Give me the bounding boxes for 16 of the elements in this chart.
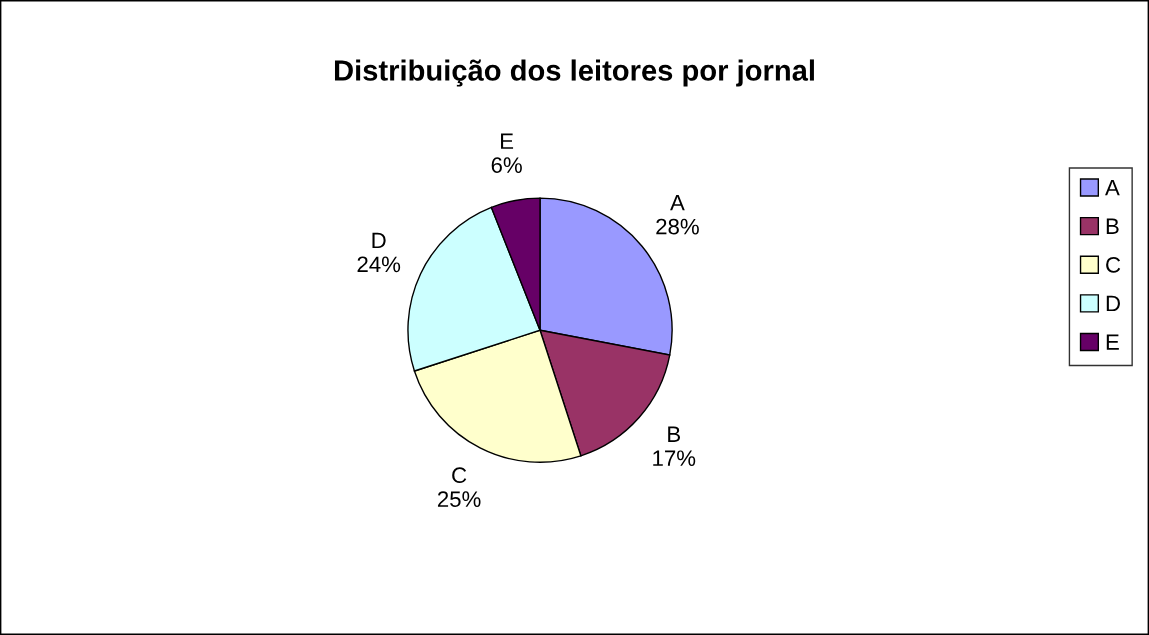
data-label: 25% bbox=[437, 491, 481, 508]
data-label: 17% bbox=[653, 450, 696, 466]
data-label: 6% bbox=[491, 157, 522, 173]
legend-label: E bbox=[1106, 334, 1119, 350]
legend-label: B bbox=[1106, 218, 1119, 234]
slice-label: A bbox=[670, 195, 685, 211]
slice-label: E bbox=[501, 133, 514, 149]
legend-label: C bbox=[1106, 256, 1121, 273]
data-label: 24% bbox=[357, 256, 401, 273]
chart-title: Distribuição dos leitores por jornal bbox=[334, 59, 814, 87]
legend-label: A bbox=[1105, 180, 1120, 196]
slice-label: B bbox=[668, 426, 681, 442]
legend-label: D bbox=[1106, 295, 1120, 312]
data-label: 28% bbox=[656, 218, 699, 235]
slice-label: D bbox=[372, 232, 386, 249]
slice-label: C bbox=[452, 467, 467, 484]
